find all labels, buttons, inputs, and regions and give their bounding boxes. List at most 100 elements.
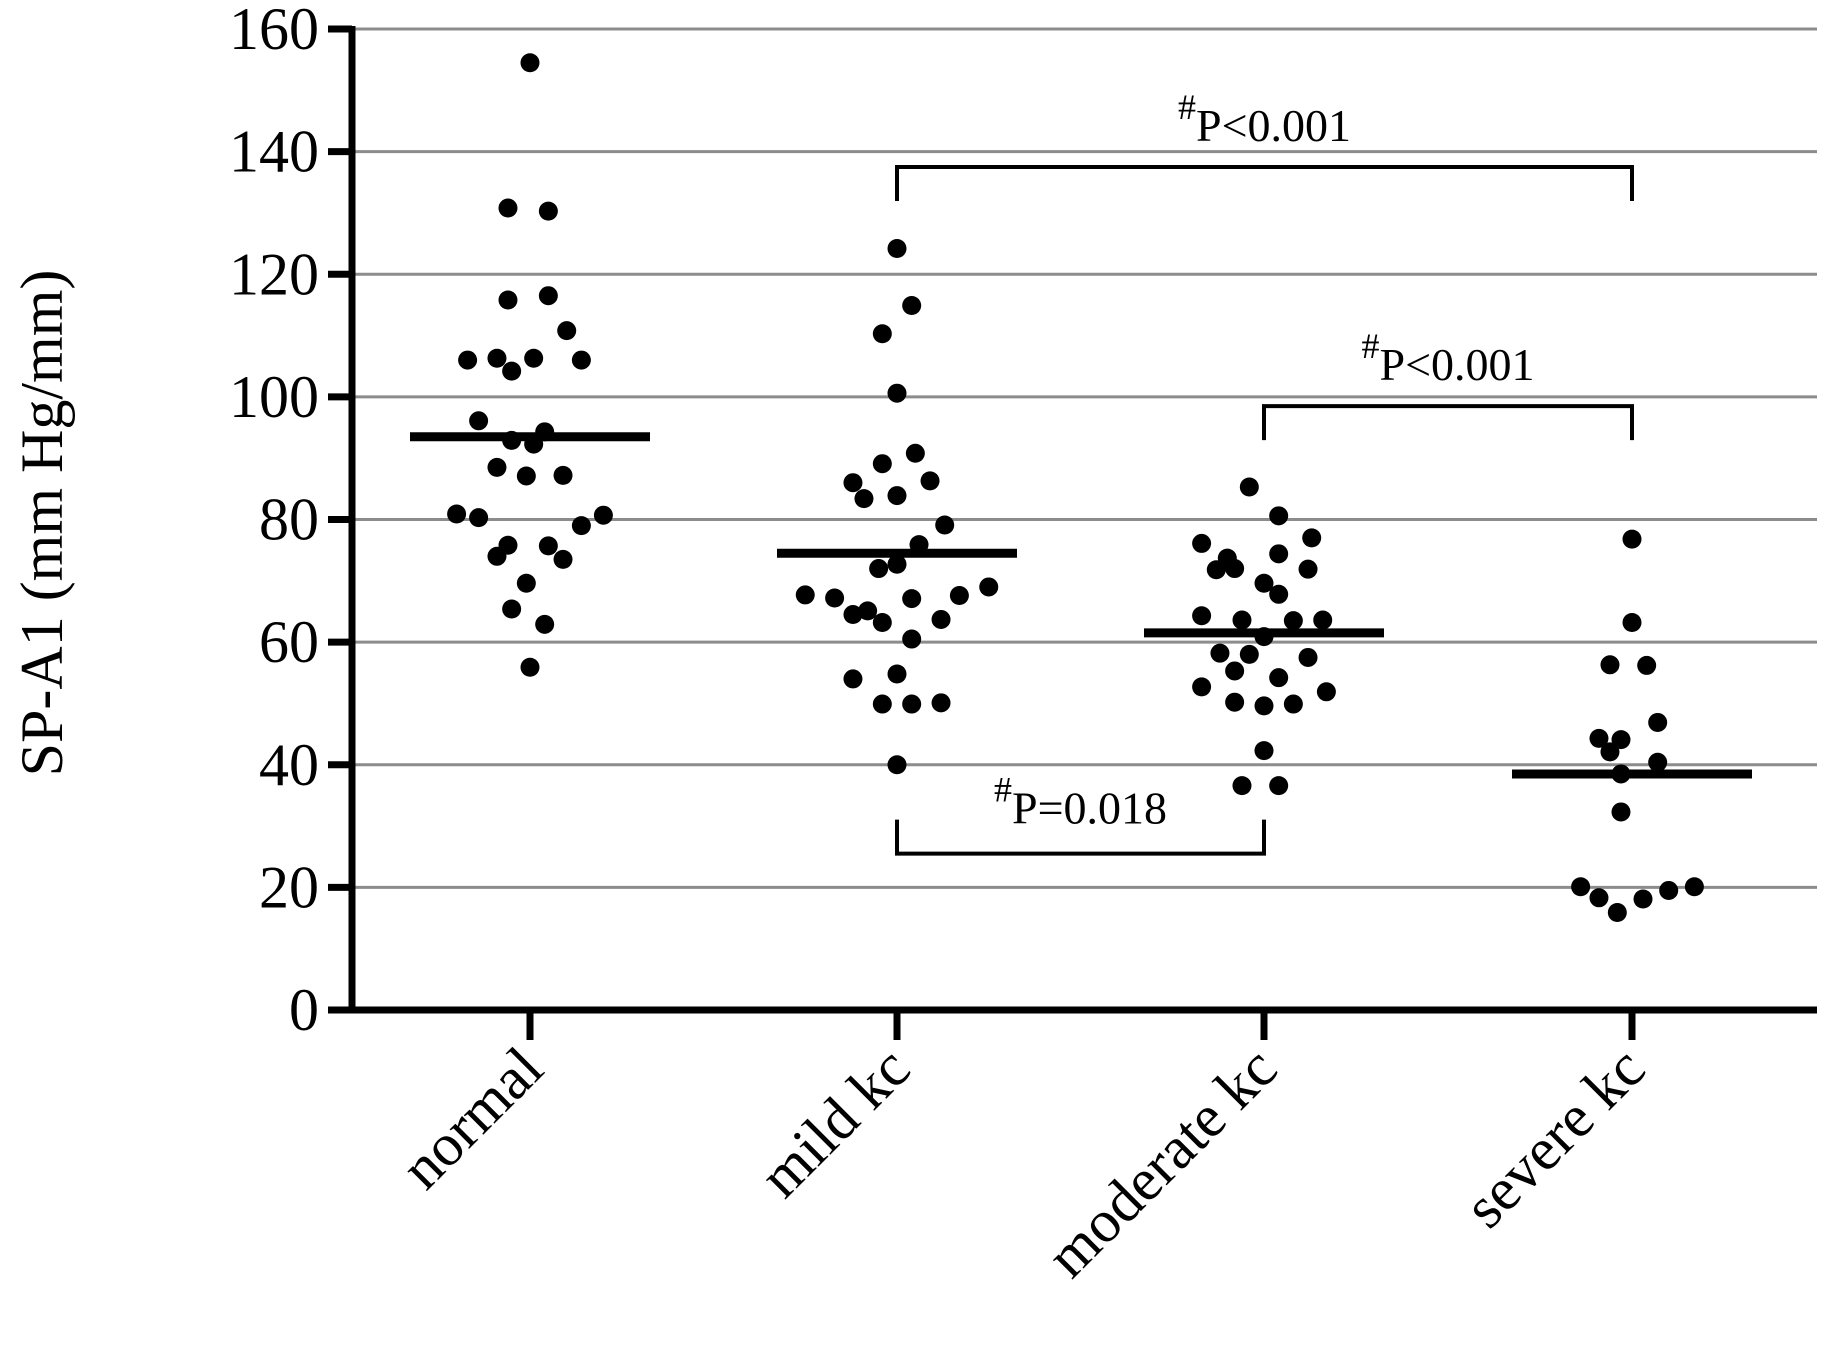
data-point: [887, 554, 907, 574]
y-tick-label: 140: [229, 119, 319, 185]
data-point: [1239, 644, 1259, 664]
data-point: [887, 238, 907, 258]
data-point: [887, 664, 907, 684]
data-point: [1589, 888, 1609, 908]
data-point: [502, 361, 522, 381]
data-point: [469, 508, 489, 528]
data-point: [1600, 655, 1620, 675]
data-point: [1298, 647, 1318, 667]
data-point: [1637, 655, 1657, 675]
data-point: [538, 286, 558, 306]
mean-lines: [410, 432, 1752, 779]
data-point: [1600, 742, 1620, 762]
data-point: [795, 585, 815, 605]
data-point: [469, 411, 489, 431]
y-tick-label: 100: [229, 364, 319, 430]
data-point: [557, 321, 577, 341]
data-point: [516, 466, 536, 486]
y-axis-title: SP-A1 (mm Hg/mm): [9, 270, 75, 777]
grid-lines: [352, 27, 1817, 889]
data-point: [1659, 880, 1679, 900]
data-point: [498, 198, 518, 218]
data-point: [902, 629, 922, 649]
data-point: [825, 588, 845, 608]
significance-value: P<0.001: [1196, 100, 1351, 151]
data-point: [1607, 903, 1627, 923]
data-point: [593, 505, 613, 525]
data-point: [502, 599, 522, 619]
data-point: [1232, 776, 1252, 796]
significance-label: #P<0.001: [1361, 326, 1534, 390]
axes: [328, 25, 1817, 1040]
data-point: [843, 605, 863, 625]
data-point: [1254, 696, 1274, 716]
data-point: [1269, 776, 1289, 796]
x-tick-label: severe kc: [1452, 1035, 1658, 1241]
data-point: [887, 755, 907, 775]
x-tick-labels: normal mild kc moderate kc severe kc: [388, 1035, 1657, 1290]
data-point: [1283, 694, 1303, 714]
data-point: [1269, 506, 1289, 526]
significance-value: P=0.018: [1012, 783, 1167, 834]
data-point: [905, 443, 925, 463]
data-point: [1589, 728, 1609, 748]
data-point: [1622, 613, 1642, 633]
significance-annotations: #P<0.001#P<0.001#P=0.018: [895, 87, 1634, 856]
data-point: [520, 53, 540, 73]
data-point: [516, 573, 536, 593]
significance-marker: #: [1361, 326, 1379, 366]
data-point: [854, 489, 874, 509]
data-point: [1611, 730, 1631, 750]
data-point: [931, 609, 951, 629]
significance-bracket: [1262, 404, 1634, 441]
data-point: [520, 657, 540, 677]
data-point: [979, 577, 999, 597]
data-point: [1283, 611, 1303, 631]
y-tick-label: 80: [259, 487, 319, 553]
data-point: [1225, 661, 1245, 681]
data-point: [1269, 584, 1289, 604]
data-point: [1254, 741, 1274, 761]
significance-label: #P=0.018: [994, 770, 1167, 834]
data-point: [538, 536, 558, 556]
data-point: [1633, 889, 1653, 909]
data-point: [1269, 668, 1289, 688]
y-tick-label: 20: [259, 854, 319, 920]
data-point: [843, 669, 863, 689]
x-tick-label: normal: [388, 1035, 555, 1202]
data-point: [447, 504, 467, 524]
data-point: [872, 454, 892, 474]
data-point: [1269, 544, 1289, 564]
data-point: [931, 693, 951, 713]
data-point: [902, 694, 922, 714]
data-point: [1648, 752, 1668, 772]
significance-value: P<0.001: [1379, 339, 1534, 390]
data-point: [869, 559, 889, 579]
data-point: [487, 546, 507, 566]
data-point: [1313, 610, 1333, 630]
data-point: [949, 586, 969, 606]
y-tick-label: 160: [229, 0, 319, 62]
data-point: [887, 486, 907, 506]
data-point: [1302, 528, 1322, 548]
x-tick-label: mild kc: [747, 1035, 922, 1210]
data-point: [535, 614, 555, 634]
significance-bracket: [895, 819, 1266, 856]
data-point: [1192, 606, 1212, 626]
y-tick-labels: 0 20 40 60 80 100 120 140 160: [229, 0, 319, 1043]
data-point: [498, 290, 518, 310]
y-tick-label: 120: [229, 241, 319, 307]
x-tick-label: moderate kc: [1034, 1035, 1289, 1290]
data-point: [920, 471, 940, 491]
data-point: [487, 457, 507, 477]
data-point: [538, 201, 558, 221]
data-point: [1239, 477, 1259, 497]
y-tick-label: 60: [259, 609, 319, 675]
y-tick-label: 0: [289, 977, 319, 1043]
data-point: [487, 348, 507, 368]
data-point: [553, 549, 573, 569]
data-point: [571, 350, 591, 370]
data-point: [843, 473, 863, 493]
data-point: [872, 694, 892, 714]
data-point: [1192, 533, 1212, 553]
